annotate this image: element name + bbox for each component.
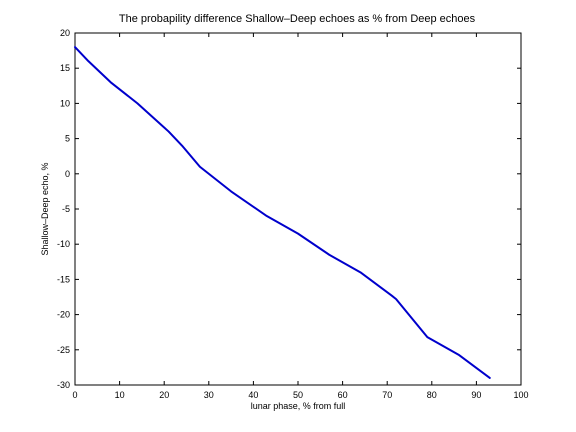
y-tick-label: -20 [57,310,70,320]
x-tick-label: 100 [513,390,528,400]
y-tick-label: 10 [60,98,70,108]
y-axis: 20 15 10 5 0 -5 -10 -15 -20 -25 -30 [57,28,521,390]
x-axis: 0 10 20 30 40 50 60 70 80 90 100 [72,33,529,400]
x-tick-label: 70 [382,390,392,400]
x-tick-label: 90 [471,390,481,400]
series-line-0 [74,46,491,379]
x-tick-label: 60 [338,390,348,400]
y-tick-label: 20 [60,28,70,38]
y-tick-label: 15 [60,63,70,73]
x-tick-label: 10 [115,390,125,400]
y-tick-label: -30 [57,380,70,390]
plot-area [74,32,522,386]
x-tick-label: 20 [159,390,169,400]
x-tick-label: 0 [72,390,77,400]
x-tick-label: 30 [204,390,214,400]
y-tick-label: -15 [57,274,70,284]
chart-title: The probapility difference Shallow–Deep … [119,13,476,25]
x-tick-label: 80 [427,390,437,400]
x-tick-label: 40 [248,390,258,400]
x-tick-label: 50 [293,390,303,400]
y-axis-label: Shallow–Deep echo, % [40,162,50,255]
y-tick-label: -25 [57,345,70,355]
x-axis-label: lunar phase, % from full [251,401,346,411]
y-tick-label: 5 [65,134,70,144]
y-tick-label: -10 [57,239,70,249]
y-tick-label: -5 [62,204,70,214]
y-tick-label: 0 [65,169,70,179]
series-layer [74,46,491,379]
